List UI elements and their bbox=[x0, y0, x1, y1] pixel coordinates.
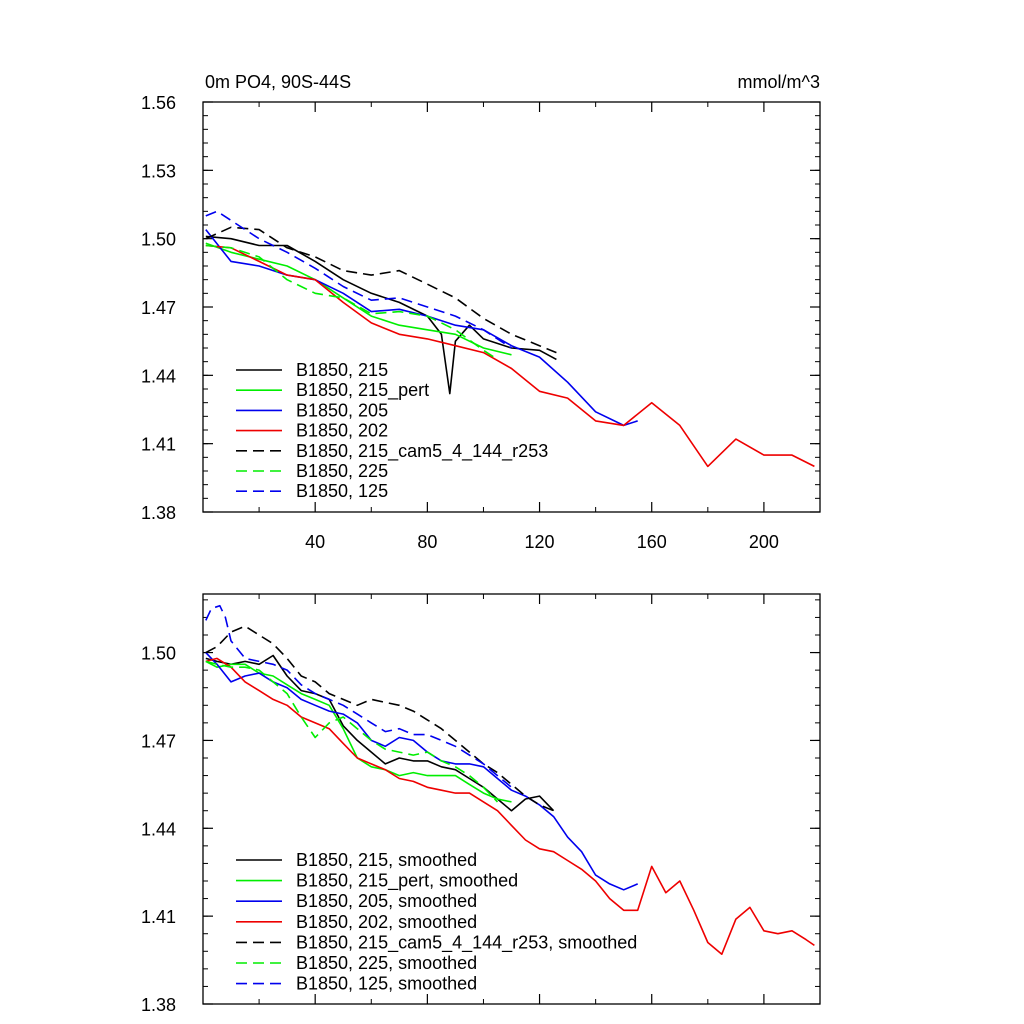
legend-entry: B1850, 215_cam5_4_144_r253, smoothed bbox=[296, 932, 637, 953]
legend-entry: B1850, 125 bbox=[296, 481, 388, 501]
units-label: mmol/m^3 bbox=[738, 72, 820, 92]
series-line-b1850-215-smoothed bbox=[205, 654, 555, 812]
y-tick-label: 1.56 bbox=[141, 93, 176, 113]
series-line-b1850-202-smoothed bbox=[205, 657, 815, 956]
series-line-b1850-215-pert-smoothed bbox=[205, 660, 512, 803]
x-tick-label: 80 bbox=[417, 532, 437, 552]
x-tick-label: 120 bbox=[525, 532, 555, 552]
y-tick-label: 1.44 bbox=[141, 366, 176, 386]
legend-entry: B1850, 215_pert, smoothed bbox=[296, 871, 518, 892]
y-tick-label: 1.41 bbox=[141, 435, 176, 455]
series-group bbox=[205, 210, 815, 468]
series-line-b1850-125 bbox=[205, 210, 512, 349]
y-tick-label: 1.53 bbox=[141, 161, 176, 181]
series-line-b1850-215-pert bbox=[205, 242, 512, 356]
series-line-b1850-225-smoothed bbox=[205, 660, 499, 803]
legend-entry: B1850, 225 bbox=[296, 461, 388, 481]
legend-entry: B1850, 225, smoothed bbox=[296, 953, 477, 973]
y-tick-label: 1.47 bbox=[141, 731, 176, 751]
series-line-b1850-125-smoothed bbox=[205, 604, 513, 788]
series-group bbox=[205, 604, 815, 956]
legend-entry: B1850, 215_cam5_4_144_r253 bbox=[296, 441, 548, 462]
y-tick-label: 1.44 bbox=[141, 819, 176, 839]
series-line-b1850-225 bbox=[205, 244, 498, 361]
y-tick-label: 1.47 bbox=[141, 298, 176, 318]
legend-entry: B1850, 205 bbox=[296, 400, 388, 420]
legend-entry: B1850, 205, smoothed bbox=[296, 891, 477, 911]
series-line-b1850-202 bbox=[205, 244, 815, 468]
plot-frame bbox=[202, 593, 821, 1005]
y-tick-label: 1.38 bbox=[141, 503, 176, 523]
series-line-b1850-215-cam5-4-144-r253 bbox=[205, 226, 557, 354]
chart-title: 0m PO4, 90S-44S bbox=[205, 72, 351, 92]
legend-entry: B1850, 202, smoothed bbox=[296, 912, 477, 932]
legend-entry: B1850, 202 bbox=[296, 421, 388, 441]
x-tick-label: 200 bbox=[749, 532, 779, 552]
top-panel: 0m PO4, 90S-44S mmol/m^3 1.38 1.41 1.44 1.47 1… bbox=[141, 72, 821, 552]
legend-entry: B1850, 215 bbox=[296, 360, 388, 380]
x-tick-label: 160 bbox=[637, 532, 667, 552]
legend-entry: B1850, 125, smoothed bbox=[296, 974, 477, 994]
series-line-b1850-215-cam5-4-144-r253-smoothed bbox=[205, 625, 554, 812]
y-tick-label: 1.50 bbox=[141, 230, 176, 250]
legend-entry: B1850, 215, smoothed bbox=[296, 850, 477, 870]
y-tick-label: 1.41 bbox=[141, 907, 176, 927]
bottom-panel: 1.38 1.41 1.44 1.47 1.50 B1850, 215, smoothed… bbox=[141, 593, 821, 1015]
x-tick-label: 40 bbox=[305, 532, 325, 552]
legend-entry: B1850, 215_pert bbox=[296, 380, 429, 401]
y-tick-label: 1.50 bbox=[141, 644, 176, 664]
y-tick-label: 1.38 bbox=[141, 995, 176, 1015]
